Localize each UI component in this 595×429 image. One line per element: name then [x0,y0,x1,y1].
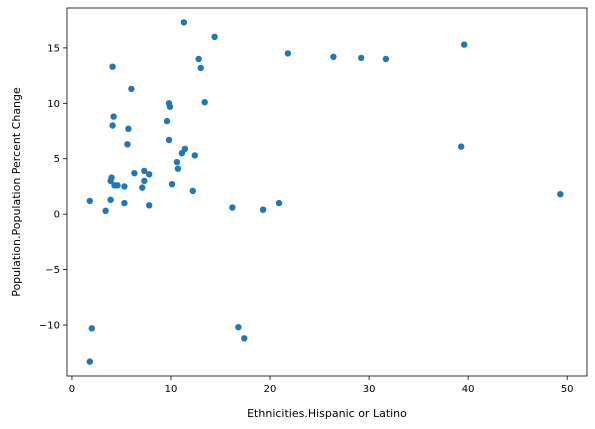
data-point [165,136,173,144]
data-point [168,181,176,188]
data-point [125,125,132,132]
data-point [163,117,171,125]
data-point [189,187,196,195]
data-point [275,199,283,207]
data-point [201,99,208,106]
data-point [211,33,218,40]
x-tick-label: 10 [165,384,178,395]
data-point [229,204,236,211]
data-point [461,41,468,48]
data-point [330,53,337,60]
x-axis-ticks: 0 10 20 30 40 50 [69,376,574,395]
data-point [109,122,116,129]
data-point [121,199,128,207]
x-tick-label: 50 [561,384,574,395]
x-tick-label: 30 [363,384,376,395]
data-point [121,183,128,190]
data-point [124,141,131,148]
data-point [241,335,248,342]
data-point [173,158,181,166]
data-point [195,55,202,63]
data-point [131,170,138,177]
data-point [358,54,365,62]
data-point [259,206,267,213]
data-point [284,50,292,57]
y-tick-label: −5 [45,265,60,276]
points-layer [86,19,564,365]
data-point [109,63,116,70]
data-point [114,182,121,189]
data-point [139,184,146,191]
y-tick-label: 15 [47,43,60,54]
y-tick-label: 0 [54,210,60,221]
data-point [166,103,174,110]
data-point [141,177,148,185]
data-point [102,207,109,214]
data-point [458,143,465,150]
data-point [108,174,115,181]
x-axis-label: Ethnicities.Hispanic or Latino [247,407,407,420]
y-tick-label: −10 [39,321,60,332]
data-point [88,325,96,332]
data-point [235,324,242,331]
data-point [86,197,94,205]
data-point [557,191,564,198]
data-point [191,152,198,159]
x-tick-label: 20 [264,384,277,395]
x-tick-label: 40 [462,384,475,395]
data-point [180,19,188,26]
data-point [110,113,117,120]
y-tick-label: 5 [54,154,60,165]
data-point [174,165,182,172]
data-point [146,202,153,209]
data-point [146,171,153,178]
data-point [128,85,135,93]
data-point [382,55,390,63]
data-point [86,358,94,365]
data-point [141,167,148,175]
y-axis-label: Population.Population Percent Change [10,87,23,297]
plot-frame [66,7,588,377]
data-point [197,64,204,72]
data-point [181,145,189,152]
data-point [107,196,114,203]
y-tick-label: 10 [47,99,60,110]
y-axis-ticks: −10 −5 0 5 10 15 [39,43,67,332]
x-tick-label: 0 [69,384,75,395]
